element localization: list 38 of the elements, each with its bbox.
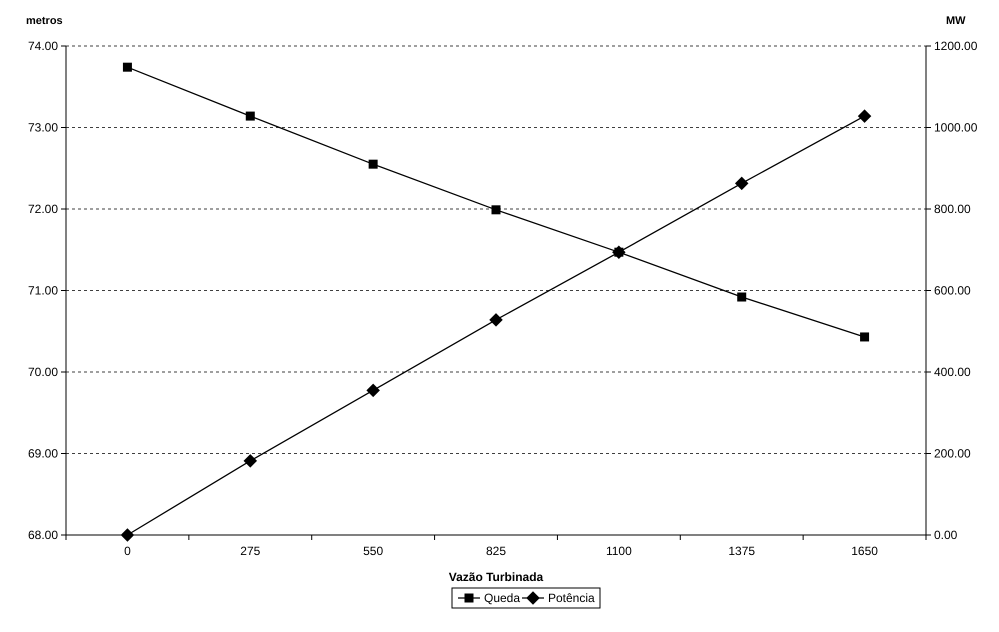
- point: [246, 112, 255, 121]
- y2-tick-label: 0.00: [934, 528, 958, 542]
- x-tick-label: 275: [240, 544, 261, 558]
- legend-label: Potência: [548, 591, 596, 606]
- point: [120, 528, 134, 542]
- y2-tick-label: 1200.00: [934, 39, 978, 54]
- y2-tick-label: 400.00: [934, 365, 972, 380]
- point: [734, 176, 748, 190]
- point: [737, 292, 746, 302]
- x-tick-label: 1375: [728, 544, 756, 558]
- legend-label: Queda: [484, 591, 520, 606]
- y-tick-label: 69.00: [28, 446, 58, 461]
- y2-tick-label: 1000.00: [934, 120, 978, 135]
- y-tick-label: 68.00: [28, 528, 58, 542]
- y-axis-title: metros: [26, 15, 63, 27]
- point: [122, 62, 132, 72]
- point: [489, 313, 503, 327]
- point: [858, 109, 872, 123]
- y2-axis-title: MW: [946, 15, 966, 27]
- y-tick-label: 73.00: [28, 120, 58, 135]
- x-tick-label: 1650: [851, 544, 878, 558]
- x-tick-label: 825: [486, 544, 506, 558]
- x-tick-label: 1100: [606, 544, 632, 558]
- point: [860, 332, 870, 342]
- point: [492, 205, 500, 214]
- x-axis-title: Vazão Turbinada: [448, 570, 544, 584]
- point: [244, 454, 258, 468]
- y-tick-label: 70.00: [28, 365, 58, 380]
- y-tick-label: 72.00: [28, 202, 58, 216]
- x-tick-label: 0: [124, 544, 132, 558]
- y-tick-label: 71.00: [28, 284, 58, 298]
- point: [366, 384, 380, 398]
- y2-tick-label: 200.00: [934, 446, 972, 461]
- x-tick-label: 550: [363, 544, 384, 558]
- y-tick-label: 74.00: [28, 39, 58, 54]
- y2-tick-label: 600.00: [934, 284, 972, 298]
- y2-tick-label: 800.00: [934, 202, 972, 216]
- point: [368, 160, 378, 169]
